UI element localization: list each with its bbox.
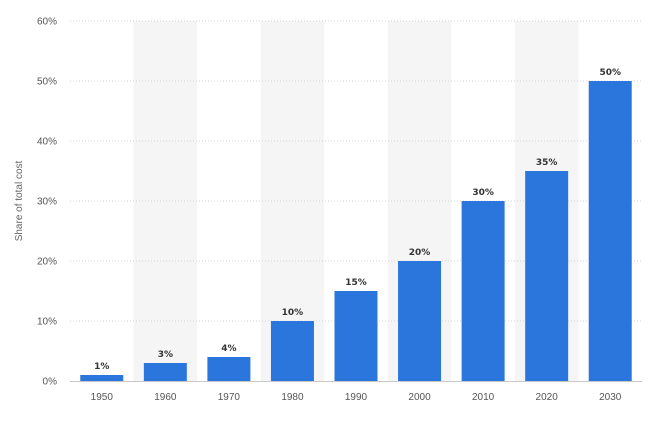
data-label-1950: 1% (94, 362, 109, 372)
x-tick-label: 1960 (154, 392, 177, 403)
data-label-1960: 3% (158, 350, 173, 360)
x-axis-ticks: 1950 1960 1970 1980 1990 2000 2010 2020 2030 (91, 392, 622, 403)
y-tick-label: 60% (37, 17, 57, 28)
y-tick-label: 0% (43, 377, 58, 388)
y-tick-label: 10% (37, 317, 57, 328)
data-label-2000: 20% (409, 248, 431, 258)
bar-1970[interactable] (207, 357, 251, 381)
data-label-1980: 10% (282, 308, 304, 318)
bar-1960[interactable] (143, 363, 187, 381)
y-tick-label: 20% (37, 257, 57, 268)
x-tick-label: 1950 (91, 392, 114, 403)
data-label-1970: 4% (221, 344, 236, 354)
bars (80, 81, 632, 381)
data-label-2030: 50% (599, 68, 621, 78)
data-label-2020: 35% (536, 158, 558, 168)
bar-2020[interactable] (525, 171, 569, 381)
y-tick-label: 30% (37, 197, 57, 208)
bar-2000[interactable] (398, 261, 442, 381)
bar-1980[interactable] (270, 321, 314, 381)
y-tick-label: 50% (37, 77, 57, 88)
bar-2030[interactable] (588, 81, 632, 381)
x-tick-label: 2000 (408, 392, 431, 403)
y-axis-ticks: 0% 10% 20% 30% 40% 50% 60% (37, 17, 57, 388)
y-tick-label: 40% (37, 137, 57, 148)
x-tick-label: 2010 (472, 392, 495, 403)
x-tick-label: 1980 (281, 392, 304, 403)
x-tick-label: 2020 (536, 392, 559, 403)
bar-2010[interactable] (461, 201, 505, 381)
x-tick-label: 2030 (599, 392, 622, 403)
x-tick-label: 1990 (345, 392, 368, 403)
column-shade (133, 21, 198, 381)
bar-1950[interactable] (80, 375, 124, 381)
data-label-2010: 30% (472, 188, 494, 198)
y-axis-label: Share of total cost (14, 160, 25, 241)
data-label-1990: 15% (345, 278, 367, 288)
x-tick-label: 1970 (218, 392, 241, 403)
data-labels: 1% 3% 4% 10% 15% 20% 30% 35% 50% (94, 68, 621, 372)
bar-1990[interactable] (334, 291, 378, 381)
